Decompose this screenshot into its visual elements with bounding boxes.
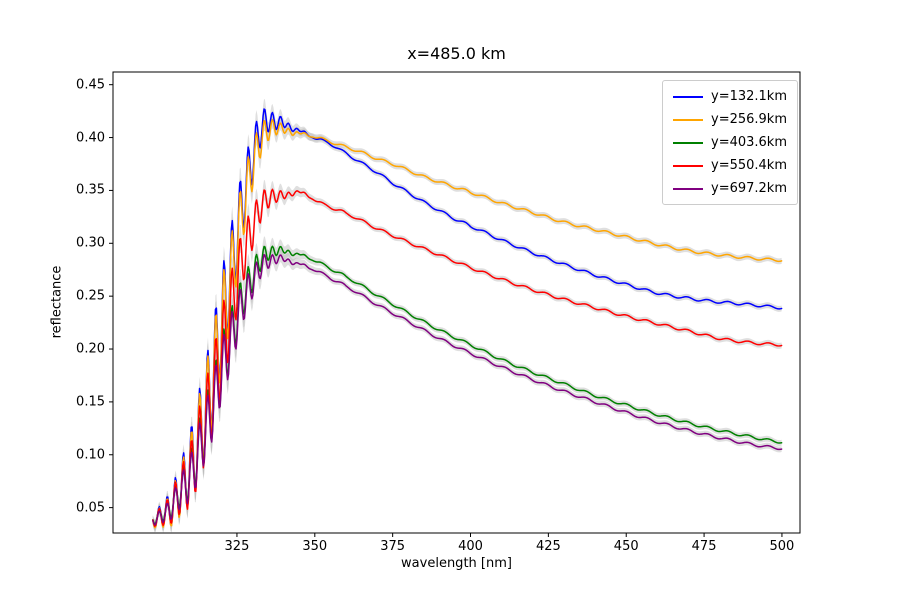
legend-label: y=403.6km <box>711 135 787 150</box>
legend-line-sample <box>673 118 703 121</box>
y-tick-label: 0.40 <box>76 130 105 146</box>
legend-entry: y=550.4km <box>673 157 787 174</box>
legend-line-sample <box>673 141 703 144</box>
x-tick-label: 350 <box>302 539 328 554</box>
legend-label: y=697.2km <box>711 181 787 196</box>
legend-label: y=256.9km <box>711 112 787 127</box>
y-tick-label: 0.20 <box>76 341 105 357</box>
legend: y=132.1km y=256.9km y=403.6km y=550.4km y=69… <box>662 80 798 205</box>
x-tick-label: 500 <box>769 539 795 554</box>
legend-entry: y=697.2km <box>673 180 787 197</box>
y-tick-label: 0.30 <box>76 235 105 251</box>
y-tick-label: 0.25 <box>76 288 105 304</box>
y-tick-label: 0.10 <box>76 447 105 463</box>
y-tick-label: 0.15 <box>76 394 105 410</box>
x-tick-label: 375 <box>380 539 406 554</box>
legend-line-sample <box>673 187 703 190</box>
y-tick-label: 0.45 <box>76 77 105 93</box>
legend-entry: y=256.9km <box>673 111 787 128</box>
x-tick-label: 450 <box>613 539 639 554</box>
x-tick-label: 425 <box>535 539 561 554</box>
legend-label: y=550.4km <box>711 158 787 173</box>
legend-label: y=132.1km <box>711 89 787 104</box>
chart-title: x=485.0 km <box>407 44 506 63</box>
y-tick-label: 0.05 <box>76 500 105 516</box>
y-axis-label: reflectance <box>49 265 65 339</box>
legend-line-sample <box>673 95 703 98</box>
x-axis-label: wavelength [nm] <box>401 556 512 571</box>
legend-entry: y=132.1km <box>673 88 787 105</box>
x-tick-label: 475 <box>691 539 717 554</box>
legend-entry: y=403.6km <box>673 134 787 151</box>
y-tick-label: 0.35 <box>76 182 105 198</box>
x-tick-label: 400 <box>458 539 483 554</box>
legend-line-sample <box>673 164 703 167</box>
x-tick-label: 325 <box>224 539 250 554</box>
